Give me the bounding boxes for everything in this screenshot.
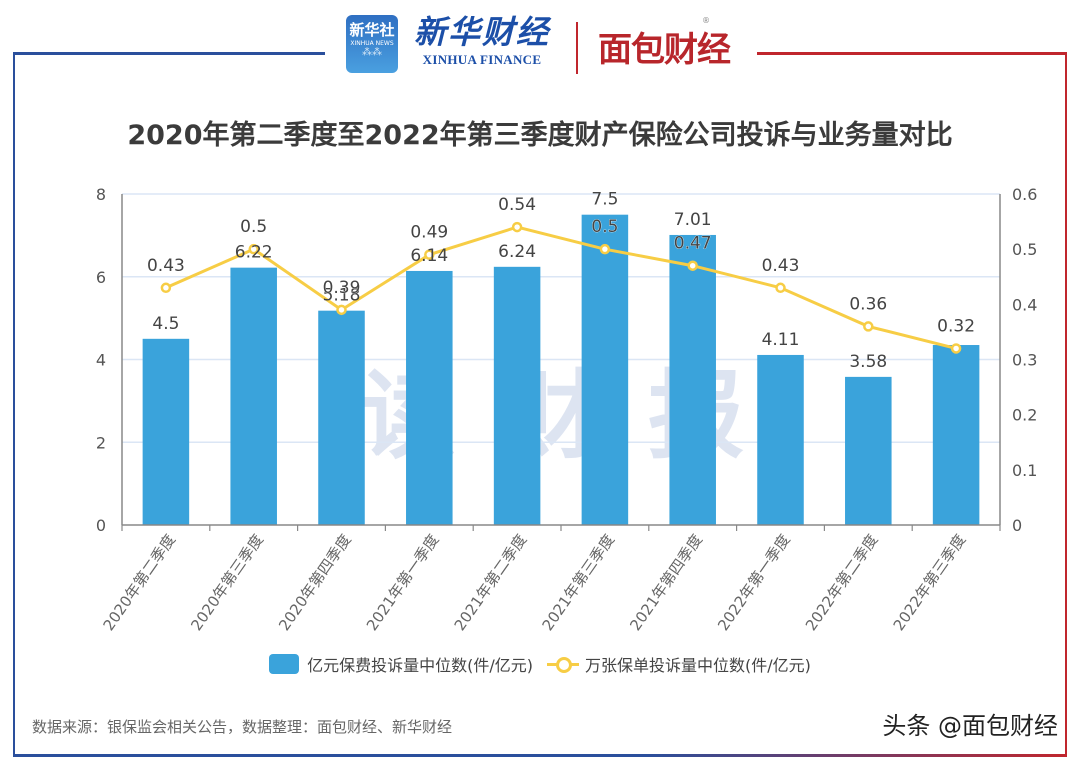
bars bbox=[142, 214, 980, 525]
line-series bbox=[160, 221, 962, 354]
x-tick-label: 2020年第三季度 bbox=[187, 531, 267, 634]
xinhua-logo-en: XINHUA NEWS bbox=[350, 40, 394, 47]
bar-data-label: 6.14 bbox=[410, 246, 448, 266]
logo-divider bbox=[576, 22, 578, 74]
legend-item-bar[interactable]: 亿元保费投诉量中位数(件/亿元) bbox=[269, 652, 533, 676]
x-tick-label: 2021年第四季度 bbox=[626, 531, 706, 634]
bar-data-label: 7.01 bbox=[674, 210, 712, 230]
y-right-tick-label: 0 bbox=[1012, 516, 1022, 535]
y-right-tick-label: 0.5 bbox=[1012, 240, 1037, 259]
line-data-label: 0.32 bbox=[937, 316, 975, 336]
bar bbox=[845, 376, 892, 525]
toutiao-watermark: 头条 @面包财经 bbox=[882, 712, 1058, 740]
bar bbox=[581, 214, 629, 525]
x-tick-label: 2022年第二季度 bbox=[802, 531, 882, 634]
y-right-tick-label: 0.2 bbox=[1012, 406, 1037, 425]
line-data-label: 0.36 bbox=[849, 294, 887, 314]
line-point bbox=[687, 260, 698, 271]
xinhua-finance-logo-en: XINHUA FINANCE bbox=[422, 52, 542, 67]
y-right-tick-label: 0.6 bbox=[1012, 185, 1037, 204]
bar bbox=[318, 310, 365, 525]
y-left-tick-label: 4 bbox=[96, 351, 106, 370]
line-data-label: 0.54 bbox=[498, 195, 536, 215]
line-point bbox=[336, 304, 347, 316]
line-data-label: 0.5 bbox=[240, 217, 267, 237]
legend-item-line[interactable]: 万张保单投诉量中位数(件/亿元) bbox=[547, 652, 811, 676]
line-point bbox=[599, 243, 611, 255]
line-data-label: 0.47 bbox=[674, 234, 712, 254]
x-tick-label: 2022年第一季度 bbox=[714, 531, 794, 634]
frame-bottom bbox=[13, 754, 1067, 757]
frame-right bbox=[1065, 53, 1067, 757]
x-tick-label: 2021年第一季度 bbox=[363, 531, 443, 634]
data-source: 数据来源：银保监会相关公告，数据整理：面包财经、新华财经 bbox=[32, 718, 453, 736]
x-tick-label: 2020年第四季度 bbox=[275, 531, 355, 634]
line-point bbox=[511, 221, 523, 233]
mianbao-finance-logo: 面包财经 bbox=[598, 30, 731, 70]
line-data-label: 0.49 bbox=[410, 223, 448, 243]
x-tick-label: 2020年第二季度 bbox=[100, 531, 180, 634]
legend-line-swatch bbox=[547, 654, 579, 674]
bar-data-label: 5.18 bbox=[323, 286, 361, 306]
line-data-label: 0.43 bbox=[762, 256, 800, 276]
xinhua-logo-cn: 新华社 bbox=[349, 21, 395, 39]
line-point bbox=[248, 243, 259, 255]
bar bbox=[493, 266, 541, 525]
line-point bbox=[863, 321, 874, 332]
x-tick-label: 2021年第二季度 bbox=[451, 531, 531, 634]
frame-top-right bbox=[757, 52, 1067, 55]
line-point bbox=[950, 343, 962, 354]
legend-line-label: 万张保单投诉量中位数(件/亿元) bbox=[585, 656, 811, 675]
line-data-label: 0.39 bbox=[323, 278, 361, 298]
line-data-label: 0.5 bbox=[591, 217, 618, 237]
y-left-tick-label: 0 bbox=[96, 516, 106, 535]
line-path bbox=[165, 225, 957, 350]
line-data-label: 0.43 bbox=[147, 256, 185, 276]
bar-data-label: 7.5 bbox=[591, 190, 618, 210]
y-right-tick-label: 0.4 bbox=[1012, 295, 1037, 314]
bar-data-label: 4.5 bbox=[152, 314, 179, 334]
legend-bar-label: 亿元保费投诉量中位数(件/亿元) bbox=[307, 656, 533, 675]
data-labels: 4.5 6.22 5.18 6.14 6.24 7.5 7.01 4.11 3.58 0.43 0.… bbox=[147, 190, 976, 372]
bar bbox=[669, 234, 716, 525]
frame-left bbox=[13, 53, 15, 757]
registered-mark: ® bbox=[702, 16, 710, 25]
bar bbox=[230, 267, 277, 525]
y-left-tick-label: 2 bbox=[96, 433, 106, 452]
y-right-tick-label: 0.1 bbox=[1012, 461, 1037, 480]
line-point bbox=[775, 282, 786, 294]
bar-data-label: 3.58 bbox=[849, 352, 887, 372]
bar bbox=[932, 345, 980, 525]
xinhua-finance-logo-cn: 新华财经 bbox=[413, 13, 550, 51]
bar-data-label: 6.22 bbox=[235, 243, 273, 263]
y-left-tick-label: 8 bbox=[96, 185, 106, 204]
frame-top-left bbox=[13, 52, 325, 55]
line-point bbox=[160, 282, 172, 294]
legend-bar-swatch bbox=[269, 654, 300, 674]
bar bbox=[406, 270, 453, 525]
chart-title: 2020年第二季度至2022年第三季度财产保险公司投诉与业务量对比 bbox=[127, 120, 953, 151]
y-left-tick-label: 6 bbox=[96, 268, 106, 287]
legend: 亿元保费投诉量中位数(件/亿元) 万张保单投诉量中位数(件/亿元) bbox=[0, 652, 1080, 676]
axes bbox=[121, 194, 1001, 531]
xinhua-news-logo: 新华社 XINHUA NEWS ⁂⁂ bbox=[346, 15, 398, 73]
y-right-tick-label: 0.3 bbox=[1012, 351, 1037, 370]
line-point bbox=[424, 249, 435, 260]
bar-data-label: 4.11 bbox=[762, 330, 800, 350]
network-dots-icon: ⁂⁂ bbox=[362, 47, 382, 58]
xinhua-finance-logo: 新华财经 XINHUA FINANCE bbox=[412, 12, 552, 68]
bar-data-label: 6.24 bbox=[498, 242, 536, 262]
bar bbox=[142, 338, 190, 525]
x-tick-label: 2021年第三季度 bbox=[539, 531, 619, 634]
x-tick-label: 2022年第三季度 bbox=[890, 531, 970, 634]
bar bbox=[757, 354, 804, 525]
